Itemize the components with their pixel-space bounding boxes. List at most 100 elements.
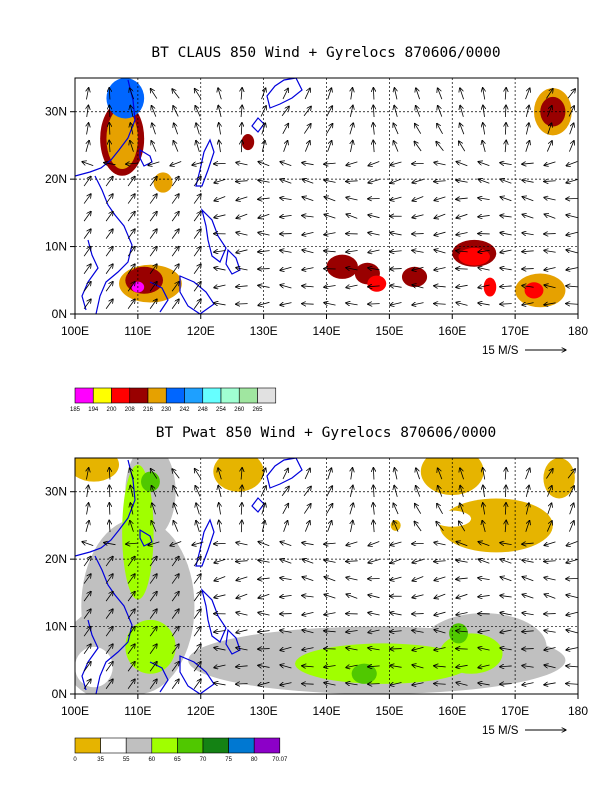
claus-wind-vector-15 — [105, 264, 113, 274]
pwat-colorbar-swatch-0 — [74, 737, 101, 754]
claus-wind-vector-11 — [87, 105, 89, 118]
pwat-wind-vector-130 — [302, 684, 314, 685]
pwat-wind-vector-114 — [261, 503, 266, 515]
claus-x-tick-label-8: 180 — [568, 324, 588, 338]
claus-wind-vector-133 — [302, 250, 314, 253]
claus-field-cell-13 — [401, 266, 428, 288]
claus-wind-vector-17 — [105, 229, 113, 239]
pwat-wind-vector-248 — [500, 666, 512, 667]
claus-wind-vector-61 — [173, 141, 179, 152]
claus-wind-vector-291 — [566, 215, 578, 218]
pwat-wind-vector-142 — [304, 468, 310, 480]
claus-wind-vector-275 — [544, 267, 556, 270]
pwat-wind-vector-206 — [416, 485, 421, 497]
pwat-wind-vector-245 — [483, 485, 485, 498]
pwat-wind-vector-27 — [127, 661, 135, 672]
claus-wind-vector-246 — [483, 88, 485, 100]
claus-colorbar-label-4: 216 — [143, 407, 154, 413]
claus-wind-vector-137 — [302, 179, 314, 184]
claus-colorbar-label-3: 208 — [125, 407, 136, 413]
claus-wind-vector-215 — [434, 181, 446, 182]
pwat-wind-vector-72 — [193, 556, 201, 567]
pwat-x-tick-label-7: 170E — [501, 704, 529, 718]
claus-y-tick-label-2: 20N — [45, 172, 67, 186]
claus-wind-vector-216 — [434, 162, 446, 165]
claus-wind-vector-258 — [505, 105, 506, 118]
pwat-wind-vector-3 — [83, 626, 91, 637]
claus-wind-vector-46 — [149, 176, 157, 187]
claus-colorbar-label-2: 200 — [106, 407, 117, 413]
pwat-wind-vector-17 — [105, 609, 113, 619]
claus-wind-vector-53 — [171, 281, 179, 292]
claus-y-tick-label-1: 10N — [45, 240, 67, 254]
claus-wind-vector-168 — [351, 88, 353, 100]
pwat-wind-vector-45 — [149, 574, 157, 584]
claus-x-tick-label-6: 160E — [438, 324, 466, 338]
claus-wind-vector-77 — [194, 88, 202, 99]
claus-wind-vector-149 — [324, 197, 336, 202]
claus-wind-vector-288 — [566, 268, 578, 270]
pwat-wind-vector-169 — [368, 684, 380, 685]
pwat-wind-vector-90 — [218, 468, 222, 480]
pwat-wind-vector-86 — [214, 543, 226, 544]
claus-wind-vector-1 — [83, 281, 91, 292]
claus-wind-vector-130 — [302, 304, 314, 305]
claus-wind-vector-250 — [500, 250, 512, 253]
pwat-wind-vector-46 — [149, 556, 157, 567]
pwat-wind-vector-272 — [525, 468, 530, 480]
claus-wind-vector-125 — [280, 162, 292, 167]
pwat-wind-vector-6 — [83, 574, 91, 584]
pwat-colorbar-label-0: 0 — [73, 757, 77, 763]
claus-wind-vector-144 — [324, 285, 336, 287]
claus-wind-vector-282 — [546, 141, 552, 152]
pwat-wind-vector-193 — [394, 485, 397, 497]
pwat-wind-vector-75 — [196, 503, 200, 515]
pwat-wind-vector-106 — [258, 649, 270, 650]
claus-wind-vector-8 — [82, 162, 94, 167]
pwat-wind-vector-88 — [219, 503, 221, 515]
pwat-wind-vector-291 — [566, 595, 578, 598]
claus-wind-vector-223 — [456, 269, 468, 270]
claus-wind-vector-253 — [500, 197, 512, 202]
pwat-wind-vector-158 — [346, 648, 358, 650]
pwat-wind-vector-108 — [258, 612, 270, 615]
pwat-wind-vector-16 — [105, 626, 113, 637]
pwat-wind-vector-77 — [194, 468, 202, 479]
claus-wind-vector-186 — [390, 233, 402, 235]
claus-wind-vector-169 — [368, 304, 380, 305]
claus-colorbar-swatch-6 — [184, 387, 204, 404]
pwat-wind-vector-134 — [302, 612, 314, 615]
claus-wind-vector-116 — [261, 88, 266, 100]
claus-wind-vector-269 — [525, 140, 530, 152]
pwat-wind-vector-210 — [434, 648, 446, 651]
claus-wind-vector-235 — [478, 285, 490, 288]
claus-wind-vector-203 — [412, 163, 424, 164]
pwat-wind-vector-252 — [500, 595, 512, 597]
pwat-wind-vector-194 — [394, 468, 397, 480]
pwat-wind-vector-284 — [547, 485, 552, 497]
pwat-wind-vector-24 — [109, 485, 110, 498]
pwat-wind-vector-278 — [544, 594, 556, 599]
claus-wind-vector-162 — [346, 197, 358, 200]
pwat-colorbar-swatch-1 — [100, 737, 127, 754]
claus-wind-vector-134 — [302, 232, 314, 235]
claus-wind-vector-76 — [195, 106, 201, 117]
pwat-colorbar: 0 35 55 60 65 70 75 80 70.07 — [73, 737, 288, 763]
pwat-wind-vector-92 — [236, 666, 248, 667]
pwat-wind-vector-222 — [456, 665, 468, 667]
pwat-wind-vector-39 — [149, 679, 157, 690]
pwat-wind-vector-263 — [522, 631, 534, 632]
claus-wind-vector-173 — [368, 233, 380, 235]
pwat-wind-vector-74 — [196, 520, 200, 532]
pwat-x-tick-label-8: 180 — [568, 704, 588, 718]
pwat-wind-vector-290 — [566, 612, 578, 615]
pwat-wind-vector-146 — [324, 631, 336, 632]
pwat-wind-vector-212 — [434, 612, 446, 615]
claus-wind-vector-167 — [350, 105, 353, 117]
claus-wind-vector-230 — [459, 141, 466, 152]
pwat-wind-vector-35 — [130, 520, 134, 532]
pwat-wind-vector-14 — [105, 661, 113, 672]
pwat-wind-vector-246 — [483, 468, 485, 480]
pwat-wind-vector-235 — [478, 665, 490, 668]
claus-wind-vector-85 — [214, 179, 226, 183]
